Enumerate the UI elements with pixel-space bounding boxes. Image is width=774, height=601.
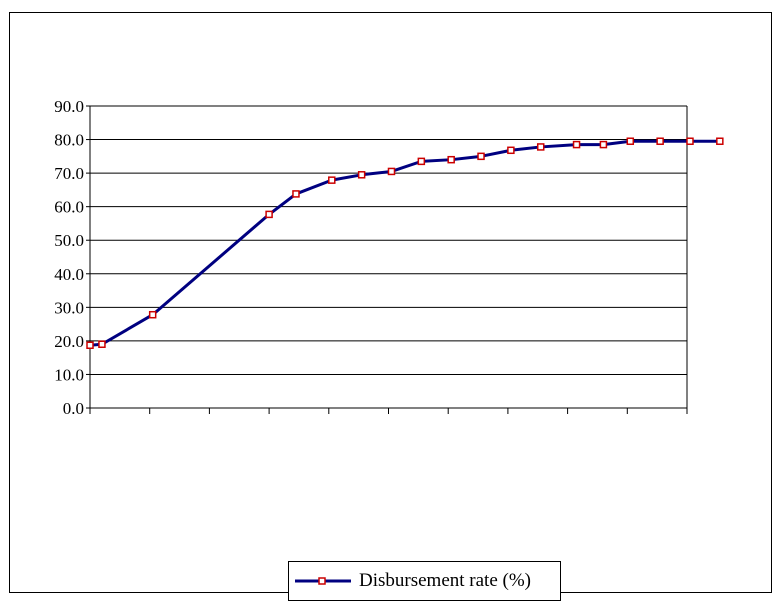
y-tick-label: 20.0: [54, 332, 84, 351]
data-point: [448, 157, 454, 163]
data-point: [574, 142, 580, 148]
y-tick-label: 10.0: [54, 365, 84, 384]
data-point: [293, 191, 299, 197]
y-tick-label: 90.0: [54, 97, 84, 116]
y-tick-label: 70.0: [54, 164, 84, 183]
data-point: [329, 177, 335, 183]
data-point: [508, 147, 514, 153]
data-point: [478, 153, 484, 159]
series-line: [90, 141, 720, 345]
data-point: [418, 158, 424, 164]
data-point: [538, 144, 544, 150]
chart-area: 0.0 10.0 20.0 30.0 40.0 50.0 60.0 70.0 80.0 90.0 …: [9, 12, 772, 593]
data-point: [627, 138, 633, 144]
y-tick-label: 80.0: [54, 131, 84, 150]
data-point: [87, 342, 93, 348]
data-point: [388, 168, 394, 174]
data-point: [150, 312, 156, 318]
data-point: [266, 211, 272, 217]
data-point: [359, 172, 365, 178]
y-tick-label: 60.0: [54, 198, 84, 217]
y-tick-label: 30.0: [54, 298, 84, 317]
legend-series-swatch: [295, 571, 355, 591]
legend: Disbursement rate (%): [288, 561, 561, 601]
data-point: [717, 138, 723, 144]
y-tick-label: 50.0: [54, 231, 84, 250]
data-point: [600, 142, 606, 148]
y-tick-label: 0.0: [63, 399, 84, 418]
y-tick-label: 40.0: [54, 265, 84, 284]
legend-label: Disbursement rate (%): [359, 570, 531, 592]
data-point: [99, 341, 105, 347]
line-chart: 0.0 10.0 20.0 30.0 40.0 50.0 60.0 70.0 80.0 90.0: [10, 13, 771, 592]
data-point: [657, 138, 663, 144]
data-point: [687, 138, 693, 144]
